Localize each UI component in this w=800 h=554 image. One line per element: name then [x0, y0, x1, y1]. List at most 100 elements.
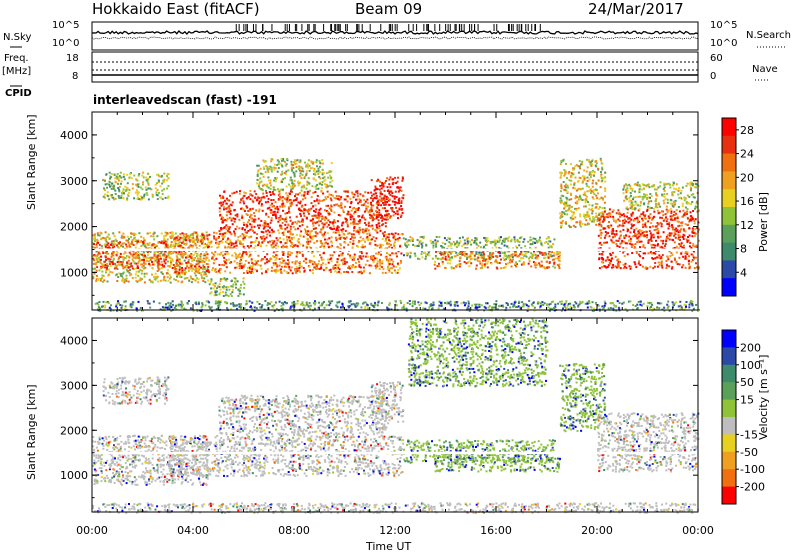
- power-cell: [501, 242, 503, 245]
- power-cell: [161, 189, 164, 192]
- power-cell: [394, 212, 397, 215]
- power-cell: [406, 240, 409, 243]
- power-cell: [508, 256, 511, 259]
- power-cell: [201, 236, 203, 239]
- power-cell: [111, 194, 113, 196]
- power-cell: [372, 255, 375, 258]
- power-cell: [307, 238, 309, 241]
- power-cell: [99, 262, 102, 264]
- power-cell: [205, 244, 208, 247]
- power-cell: [684, 230, 687, 233]
- power-cell: [204, 257, 207, 260]
- power-cell: [604, 219, 606, 222]
- power-cell: [316, 198, 319, 201]
- power-cell: [167, 245, 170, 248]
- power-cell: [559, 197, 562, 200]
- power-cell: [271, 266, 273, 269]
- power-cell: [436, 265, 439, 268]
- power-cell: [394, 176, 397, 179]
- power-cell: [231, 247, 234, 250]
- power-cell: [96, 253, 99, 256]
- power-cell: [230, 242, 233, 245]
- power-cell: [160, 196, 162, 199]
- power-cell: [316, 194, 319, 197]
- power-cell: [191, 259, 194, 262]
- power-cell: [359, 200, 362, 203]
- power-cell: [182, 246, 185, 249]
- power-cell: [222, 219, 224, 222]
- power-cell: [109, 258, 112, 261]
- power-cell: [385, 256, 388, 259]
- power-cell: [642, 211, 645, 214]
- power-cell: [514, 254, 517, 257]
- power-cell: [139, 253, 142, 256]
- power-cell: [574, 165, 577, 168]
- power-cell: [257, 217, 260, 220]
- power-cell: [602, 218, 605, 221]
- power-cell: [106, 252, 109, 255]
- power-cell: [692, 229, 695, 231]
- power-cell: [319, 161, 322, 164]
- power-cell: [201, 242, 203, 245]
- power-cell: [128, 251, 131, 254]
- power-cell: [323, 172, 326, 175]
- power-cell: [388, 263, 391, 266]
- power-cell: [187, 255, 190, 258]
- power-cell: [360, 204, 363, 207]
- power-cell: [298, 192, 301, 194]
- power-cell: [532, 237, 535, 240]
- power-cell: [600, 159, 603, 162]
- power-cell: [560, 199, 563, 202]
- power-cell: [241, 197, 244, 200]
- power-cell: [591, 160, 594, 163]
- power-cell: [205, 263, 208, 265]
- power-cell: [145, 257, 148, 260]
- power-cell: [174, 268, 177, 271]
- power-cell: [629, 237, 632, 240]
- power-cell: [288, 236, 290, 239]
- power-cell: [122, 175, 125, 178]
- power-cell: [434, 260, 437, 263]
- power-cell: [92, 277, 95, 280]
- power-cell: [312, 173, 315, 175]
- power-cell: [510, 240, 513, 243]
- power-cell: [538, 262, 541, 265]
- power-cell: [93, 259, 95, 262]
- power-cell: [467, 256, 470, 259]
- power-cell: [234, 266, 237, 269]
- power-cell: [498, 262, 501, 264]
- power-cell: [121, 280, 124, 283]
- power-cell: [282, 202, 285, 205]
- power-cell: [137, 191, 140, 194]
- power-cell: [564, 171, 567, 174]
- nsearch-tick-top: 10^5: [710, 20, 738, 31]
- power-cell: [600, 175, 603, 178]
- power-cell: [217, 237, 220, 239]
- power-cell: [256, 173, 259, 176]
- power-cell: [218, 272, 221, 274]
- power-cell: [496, 239, 499, 242]
- power-cell: [266, 233, 269, 236]
- power-cell: [585, 215, 588, 218]
- power-cell: [449, 244, 452, 247]
- power-cell: [517, 240, 519, 243]
- power-cell: [379, 199, 382, 202]
- power-cell: [223, 190, 226, 193]
- power-cell: [280, 227, 283, 230]
- power-cell: [94, 240, 96, 243]
- power-cell: [225, 219, 228, 222]
- power-cell: [272, 199, 275, 201]
- nsearch-tick-bottom: 10^0: [710, 38, 738, 49]
- power-cell: [615, 243, 618, 246]
- power-cell: [272, 262, 275, 265]
- power-cell: [329, 258, 332, 261]
- power-cell: [435, 245, 437, 248]
- power-cell: [197, 239, 200, 241]
- power-cell: [531, 257, 534, 260]
- power-cell: [175, 251, 178, 254]
- power-cell: [133, 261, 136, 264]
- power-cell: [101, 264, 104, 267]
- power-cell: [122, 236, 125, 239]
- power-cell: [367, 202, 369, 205]
- power-cell: [619, 242, 622, 245]
